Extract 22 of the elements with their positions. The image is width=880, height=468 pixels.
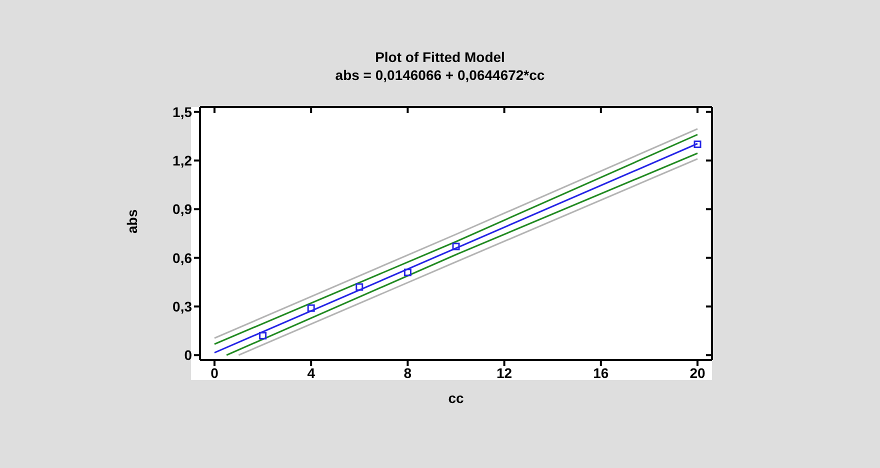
point [452, 242, 460, 250]
x-tick-label: 16 [593, 364, 609, 381]
x-tick-label: 8 [404, 364, 412, 381]
chart-title: Plot of Fitted Model [374, 48, 506, 66]
y-tick-label: 0,9 [172, 201, 192, 218]
chart-subtitle: abs = 0,0146066 + 0,0644672*cc [334, 66, 546, 84]
point [307, 304, 315, 312]
point [404, 268, 412, 276]
x-tick-label: 12 [496, 364, 512, 381]
y-tick-label: 0,3 [172, 298, 192, 314]
x-tick-label: 20 [690, 364, 706, 381]
point [694, 140, 702, 148]
point [259, 332, 267, 340]
y-tick-label: 0,6 [172, 250, 192, 266]
point [356, 283, 364, 291]
x-tick-label: 4 [307, 364, 316, 381]
x-axis-title: cc [448, 390, 464, 406]
x-tick-label: 0 [210, 364, 219, 381]
y-tick-label: 1,2 [172, 152, 192, 168]
y-axis-title: abs [124, 209, 140, 234]
y-tick-label: 1,5 [172, 104, 192, 120]
y-tick-label: 0 [184, 347, 192, 364]
